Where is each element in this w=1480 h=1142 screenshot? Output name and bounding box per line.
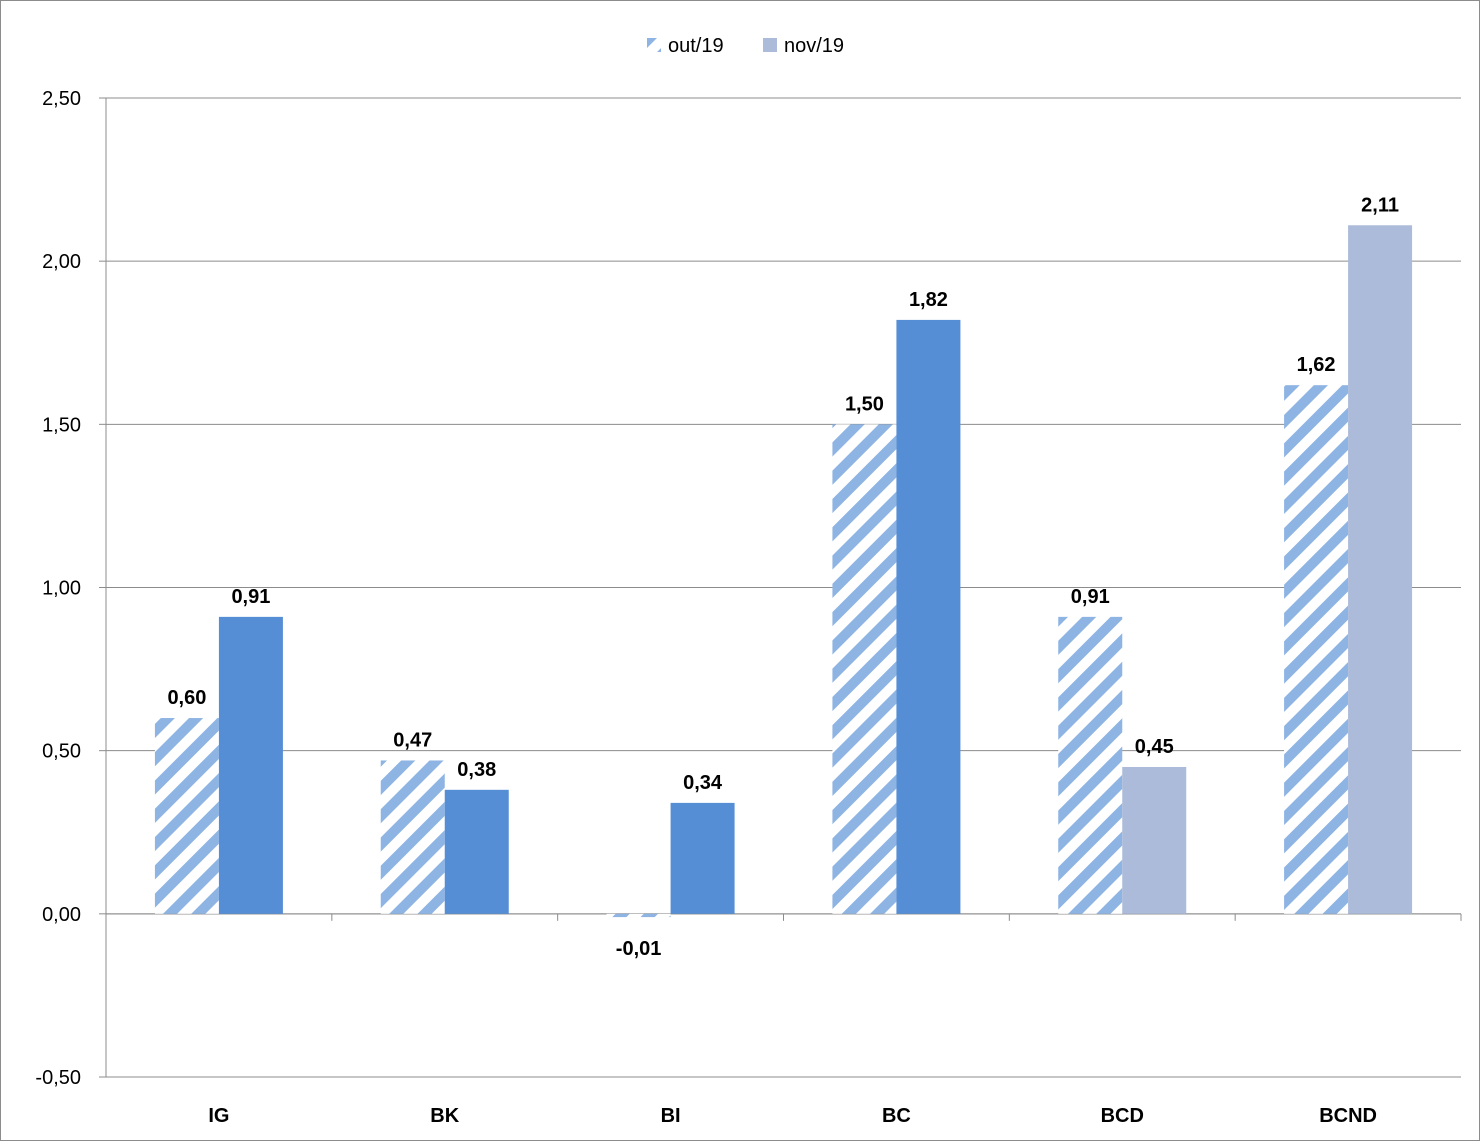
- legend-swatch-out19: [647, 38, 661, 52]
- data-labels: 0,60 0,91 0,47 0,38 -0,01 0,34 1,50 1,82 0,91 0,4…: [167, 194, 1399, 960]
- legend-label-out19: out/19: [668, 35, 724, 57]
- y-tick-label: 0,00: [42, 904, 81, 926]
- data-label-nov19: 0,38: [457, 759, 496, 781]
- category-label: BCD: [1101, 1105, 1144, 1127]
- data-label-out19: 0,91: [1071, 586, 1110, 608]
- y-tick-label: 1,50: [42, 414, 81, 436]
- bar-out19: [154, 718, 219, 914]
- category-label: BCND: [1319, 1105, 1377, 1127]
- category-label: IG: [208, 1105, 229, 1127]
- category-label: BC: [882, 1105, 911, 1127]
- data-label-nov19: 0,45: [1135, 736, 1174, 758]
- y-tick-label: 2,50: [42, 88, 81, 110]
- bar-out19: [832, 424, 897, 914]
- bar-out19: [1284, 385, 1349, 914]
- data-label-nov19: 0,91: [231, 586, 270, 608]
- data-label-out19: -0,01: [616, 938, 662, 960]
- bar-nov19: [670, 802, 735, 914]
- bar-nov19: [896, 319, 961, 914]
- bar-out19: [606, 913, 671, 918]
- legend: out/19 nov/19: [647, 35, 844, 57]
- data-label-out19: 1,50: [845, 393, 884, 415]
- category-label: BI: [661, 1105, 681, 1127]
- bar-nov19: [444, 789, 509, 914]
- y-tick-label: -0,50: [35, 1067, 81, 1089]
- category-label: BK: [430, 1105, 459, 1127]
- data-label-out19: 0,47: [393, 729, 432, 751]
- bar-out19: [1058, 616, 1123, 914]
- y-tick-label: 0,50: [42, 741, 81, 763]
- legend-label-nov19: nov/19: [784, 35, 844, 57]
- gridlines: [106, 97, 1461, 1078]
- bar-nov19: [1122, 766, 1187, 914]
- bar-nov19: [1348, 225, 1413, 914]
- data-label-nov19: 1,82: [909, 289, 948, 311]
- bar-out19: [380, 760, 445, 914]
- data-label-out19: 1,62: [1297, 354, 1336, 376]
- legend-swatch-nov19: [763, 38, 777, 52]
- y-tick-label: 2,00: [42, 251, 81, 273]
- data-label-nov19: 0,34: [683, 772, 723, 794]
- y-tick-label: 1,00: [42, 578, 81, 600]
- data-label-out19: 0,60: [167, 687, 206, 709]
- data-label-nov19: 2,11: [1361, 194, 1399, 216]
- bar-nov19: [218, 616, 283, 914]
- axes: -0,50 0,00 0,50 1,00 1,50 2,00 2,50 IG BK BI BC BCD…: [35, 88, 1462, 1127]
- bars: [154, 225, 1413, 918]
